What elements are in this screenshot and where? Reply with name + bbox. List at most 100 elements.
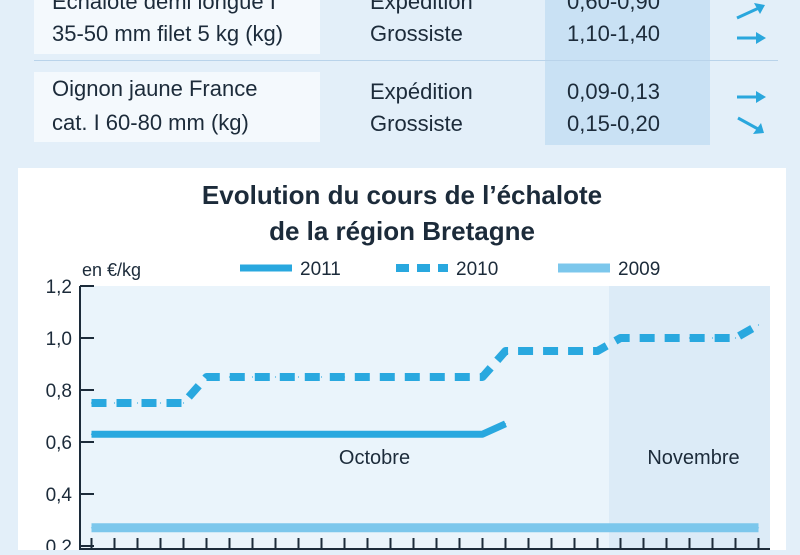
- stage-label: Grossiste: [370, 111, 463, 136]
- data-point: [274, 433, 277, 435]
- price-range: 0,60-0,90: [567, 0, 660, 14]
- legend-label: 2009: [618, 259, 660, 280]
- data-point: [159, 402, 162, 404]
- data-point: [435, 376, 438, 378]
- series-2011: [90, 420, 507, 438]
- price-range: 0,09-0,13: [567, 79, 660, 104]
- trend-steady-right-icon: [737, 91, 766, 103]
- data-point: [205, 527, 208, 529]
- data-point: [228, 433, 231, 435]
- legend-label: 2010: [456, 259, 498, 280]
- data-point: [366, 527, 369, 529]
- data-point: [343, 527, 346, 529]
- data-point: [688, 337, 691, 339]
- y-axis-label: en €/kg: [82, 260, 141, 280]
- data-point: [757, 324, 760, 326]
- data-point: [481, 376, 484, 378]
- trend-steady-right-icon: [737, 32, 766, 44]
- data-point: [596, 527, 599, 529]
- data-point: [228, 527, 231, 529]
- data-point: [619, 527, 622, 529]
- stage-label: Expédition: [370, 0, 473, 14]
- data-point: [90, 527, 93, 529]
- data-point: [320, 433, 323, 435]
- data-point: [665, 337, 668, 339]
- data-point: [274, 527, 277, 529]
- data-point: [504, 527, 507, 529]
- period-label: Novembre: [647, 447, 739, 469]
- data-point: [136, 433, 139, 435]
- data-point: [435, 527, 438, 529]
- data-point: [412, 433, 415, 435]
- stage-label: Grossiste: [370, 21, 463, 46]
- period-label: Octobre: [339, 447, 410, 469]
- data-point: [389, 376, 392, 378]
- data-point: [205, 376, 208, 378]
- product-cell: [34, 72, 320, 142]
- data-point: [297, 433, 300, 435]
- data-point: [757, 527, 760, 529]
- period-band: [609, 286, 770, 550]
- table-row: Oignon jaune France cat. I 60-80 mm (kg)…: [0, 70, 800, 142]
- data-point: [619, 337, 622, 339]
- price-table: Échalote demi longue I 35-50 mm filet 5 …: [0, 0, 800, 145]
- data-point: [182, 402, 185, 404]
- chart-panel: Octobre Novembre Evolution du cours de l’…: [18, 168, 786, 555]
- data-point: [159, 527, 162, 529]
- y-tick-label: 1,2: [46, 277, 72, 298]
- data-point: [435, 433, 438, 435]
- price-range: 0,15-0,20: [567, 111, 660, 136]
- product-cell: [34, 0, 320, 54]
- product-name-line: cat. I 60-80 mm (kg): [52, 110, 249, 135]
- y-tick-label: 0,8: [46, 381, 72, 402]
- data-point: [734, 527, 737, 529]
- trend-down-right-icon: [737, 116, 764, 134]
- data-point: [389, 433, 392, 435]
- data-point: [711, 527, 714, 529]
- data-point: [343, 376, 346, 378]
- data-point: [642, 337, 645, 339]
- data-point: [504, 423, 507, 425]
- data-point: [251, 433, 254, 435]
- data-point: [573, 350, 576, 352]
- data-point: [527, 527, 530, 529]
- data-point: [366, 433, 369, 435]
- data-point: [320, 527, 323, 529]
- data-point: [113, 402, 116, 404]
- data-point: [412, 376, 415, 378]
- y-tick-label: 1,0: [46, 329, 72, 350]
- data-point: [297, 527, 300, 529]
- data-point: [136, 402, 139, 404]
- trend-up-right-icon: [736, 3, 765, 20]
- legend: 2011 2010 2009: [240, 259, 660, 280]
- data-point: [113, 527, 116, 529]
- data-point: [481, 527, 484, 529]
- data-point: [504, 350, 507, 352]
- data-point: [343, 433, 346, 435]
- data-point: [205, 433, 208, 435]
- series-2009: [90, 523, 760, 533]
- data-point: [412, 527, 415, 529]
- data-point: [366, 376, 369, 378]
- data-point: [182, 433, 185, 435]
- data-point: [297, 376, 300, 378]
- y-tick-label: 0,2: [46, 537, 72, 550]
- product-name-line: Échalote demi longue I: [52, 0, 276, 14]
- series-2010: [90, 321, 761, 407]
- data-point: [711, 337, 714, 339]
- data-point: [550, 527, 553, 529]
- data-point: [274, 376, 277, 378]
- data-point: [458, 527, 461, 529]
- chart-title-line: de la région Bretagne: [269, 216, 535, 246]
- data-point: [550, 350, 553, 352]
- stage-label: Expédition: [370, 79, 473, 104]
- price-column-bg: [545, 0, 710, 145]
- legend-label: 2011: [300, 259, 341, 280]
- data-point: [527, 350, 530, 352]
- price-evolution-chart: Octobre Novembre Evolution du cours de l’…: [46, 180, 770, 555]
- data-point: [481, 433, 484, 435]
- data-point: [458, 376, 461, 378]
- data-point: [389, 527, 392, 529]
- data-point: [113, 433, 116, 435]
- price-range: 1,10-1,40: [567, 21, 660, 46]
